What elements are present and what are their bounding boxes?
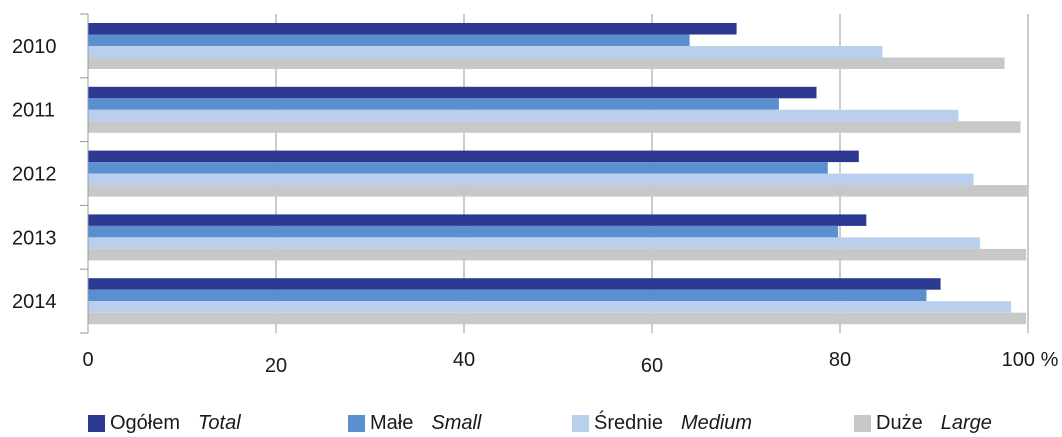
legend-label-en: Large [940,411,992,434]
bar-small-2011 [88,98,779,110]
legend-label-en: Total [198,411,241,434]
bar-large-2013 [88,248,1027,261]
y-tick-label: 2012 [12,164,57,186]
bar-medium-2011 [88,109,959,122]
x-tick-label: 80 [829,349,851,371]
x-tick-label: 40 [453,349,475,371]
bar-chart: 2010 2011 2012 2013 2014 0 20 40 60 80 100 % [12,13,1059,377]
y-tick-label: 2014 [12,291,57,313]
legend-item-total: Ogółem Total [88,410,241,436]
bar-total-2014 [88,278,941,290]
legend-label: Ogółem [110,411,181,434]
bar-large-2014 [88,312,1027,325]
legend-swatch [572,414,589,432]
bar-total-2013 [88,214,867,226]
bar-medium-2014 [88,301,1012,313]
bar-large-2010 [88,57,1005,69]
legend-swatch [88,414,105,432]
bar-medium-2010 [88,46,883,58]
bar-medium-2012 [88,173,974,186]
y-tick-label: 2011 [12,100,55,122]
bar-small-2013 [88,225,839,238]
bar-total-2010 [88,23,737,35]
x-tick-label: 20 [265,355,287,377]
bar-small-2012 [88,162,828,174]
legend-label-en: Small [431,411,482,434]
bar-small-2010 [88,34,690,46]
legend-label-en: Medium [680,411,753,434]
x-tick-label: 0 [82,349,93,371]
legend-swatch [348,414,365,432]
x-tick-label: 60 [641,355,663,377]
bar-total-2012 [88,150,859,163]
y-tick-label: 2013 [12,227,57,249]
bar-large-2012 [88,185,1028,197]
bar-total-2011 [88,86,817,99]
bar-large-2011 [88,121,1021,133]
y-tick-label: 2010 [12,36,57,58]
bar-medium-2013 [88,237,981,249]
legend-label: Średnie [594,411,663,434]
legend-swatch [854,414,871,432]
legend-label: Małe [370,411,414,434]
legend-item-medium: Średnie Medium [572,410,752,436]
bar-small-2014 [88,289,927,302]
x-tick-label: 100 % [1002,349,1059,371]
legend: Ogółem Total Małe Small Średnie Medium Duże Lar… [88,410,1058,436]
legend-label: Duże [876,411,923,434]
legend-item-small: Małe Small [348,410,481,436]
legend-item-large: Duże Large [854,410,992,436]
